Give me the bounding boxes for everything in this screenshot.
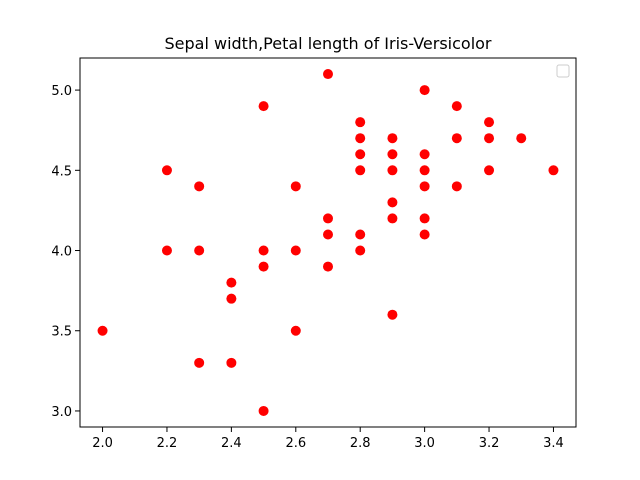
data-point bbox=[419, 229, 430, 240]
data-point bbox=[290, 325, 301, 336]
data-point bbox=[451, 101, 462, 112]
data-point bbox=[226, 357, 237, 368]
data-point bbox=[484, 133, 495, 144]
y-tick-label: 4.0 bbox=[51, 245, 72, 260]
data-point bbox=[419, 181, 430, 192]
data-point bbox=[387, 149, 398, 160]
data-point bbox=[194, 181, 205, 192]
data-point bbox=[161, 165, 172, 176]
y-tick-label: 4.5 bbox=[51, 164, 72, 179]
y-tick-label: 3.5 bbox=[51, 325, 72, 340]
data-point bbox=[387, 309, 398, 320]
y-axis: 3.0 3.5 4.0 4.5 5.0 bbox=[51, 84, 80, 420]
data-point bbox=[387, 133, 398, 144]
data-point bbox=[355, 149, 366, 160]
data-point bbox=[419, 165, 430, 176]
data-point bbox=[97, 325, 108, 336]
data-point bbox=[290, 181, 301, 192]
data-point bbox=[419, 149, 430, 160]
data-point bbox=[387, 213, 398, 224]
x-tick-label: 2.4 bbox=[221, 436, 242, 451]
x-tick-label: 2.2 bbox=[157, 436, 178, 451]
x-axis: 2.0 2.2 2.4 2.6 2.8 3.0 3.2 3.4 bbox=[92, 427, 564, 451]
data-point bbox=[258, 261, 269, 272]
data-point bbox=[484, 117, 495, 128]
legend-box bbox=[556, 64, 570, 78]
x-tick-label: 2.0 bbox=[92, 436, 113, 451]
y-tick-label: 3.0 bbox=[51, 405, 72, 420]
data-point bbox=[355, 245, 366, 256]
x-tick-label: 3.4 bbox=[543, 436, 564, 451]
data-point bbox=[355, 165, 366, 176]
data-point bbox=[194, 357, 205, 368]
data-point bbox=[387, 165, 398, 176]
data-point bbox=[258, 101, 269, 112]
data-point bbox=[161, 245, 172, 256]
x-tick-label: 2.6 bbox=[285, 436, 306, 451]
data-point bbox=[419, 85, 430, 96]
data-point bbox=[355, 133, 366, 144]
x-tick-label: 3.0 bbox=[414, 436, 435, 451]
x-tick-label: 3.2 bbox=[479, 436, 500, 451]
y-tick-label: 5.0 bbox=[51, 84, 72, 99]
chart-title: Sepal width,Petal length of Iris-Versico… bbox=[164, 34, 491, 53]
data-point bbox=[451, 181, 462, 192]
data-point bbox=[419, 213, 430, 224]
data-point bbox=[290, 245, 301, 256]
data-point bbox=[323, 261, 333, 272]
data-point bbox=[323, 69, 333, 80]
data-point bbox=[226, 277, 237, 288]
data-point bbox=[355, 117, 366, 128]
data-point bbox=[258, 405, 269, 416]
data-point bbox=[226, 293, 237, 304]
data-point bbox=[323, 213, 333, 224]
data-points bbox=[97, 69, 559, 416]
data-point bbox=[387, 197, 398, 208]
data-point bbox=[451, 133, 462, 144]
data-point bbox=[548, 165, 559, 176]
data-point bbox=[484, 165, 495, 176]
x-tick-label: 2.8 bbox=[350, 436, 371, 451]
data-point bbox=[516, 133, 527, 144]
data-point bbox=[194, 245, 205, 256]
data-point bbox=[355, 229, 366, 240]
data-point bbox=[323, 229, 333, 240]
data-point bbox=[258, 245, 269, 256]
plot-frame bbox=[79, 57, 577, 428]
